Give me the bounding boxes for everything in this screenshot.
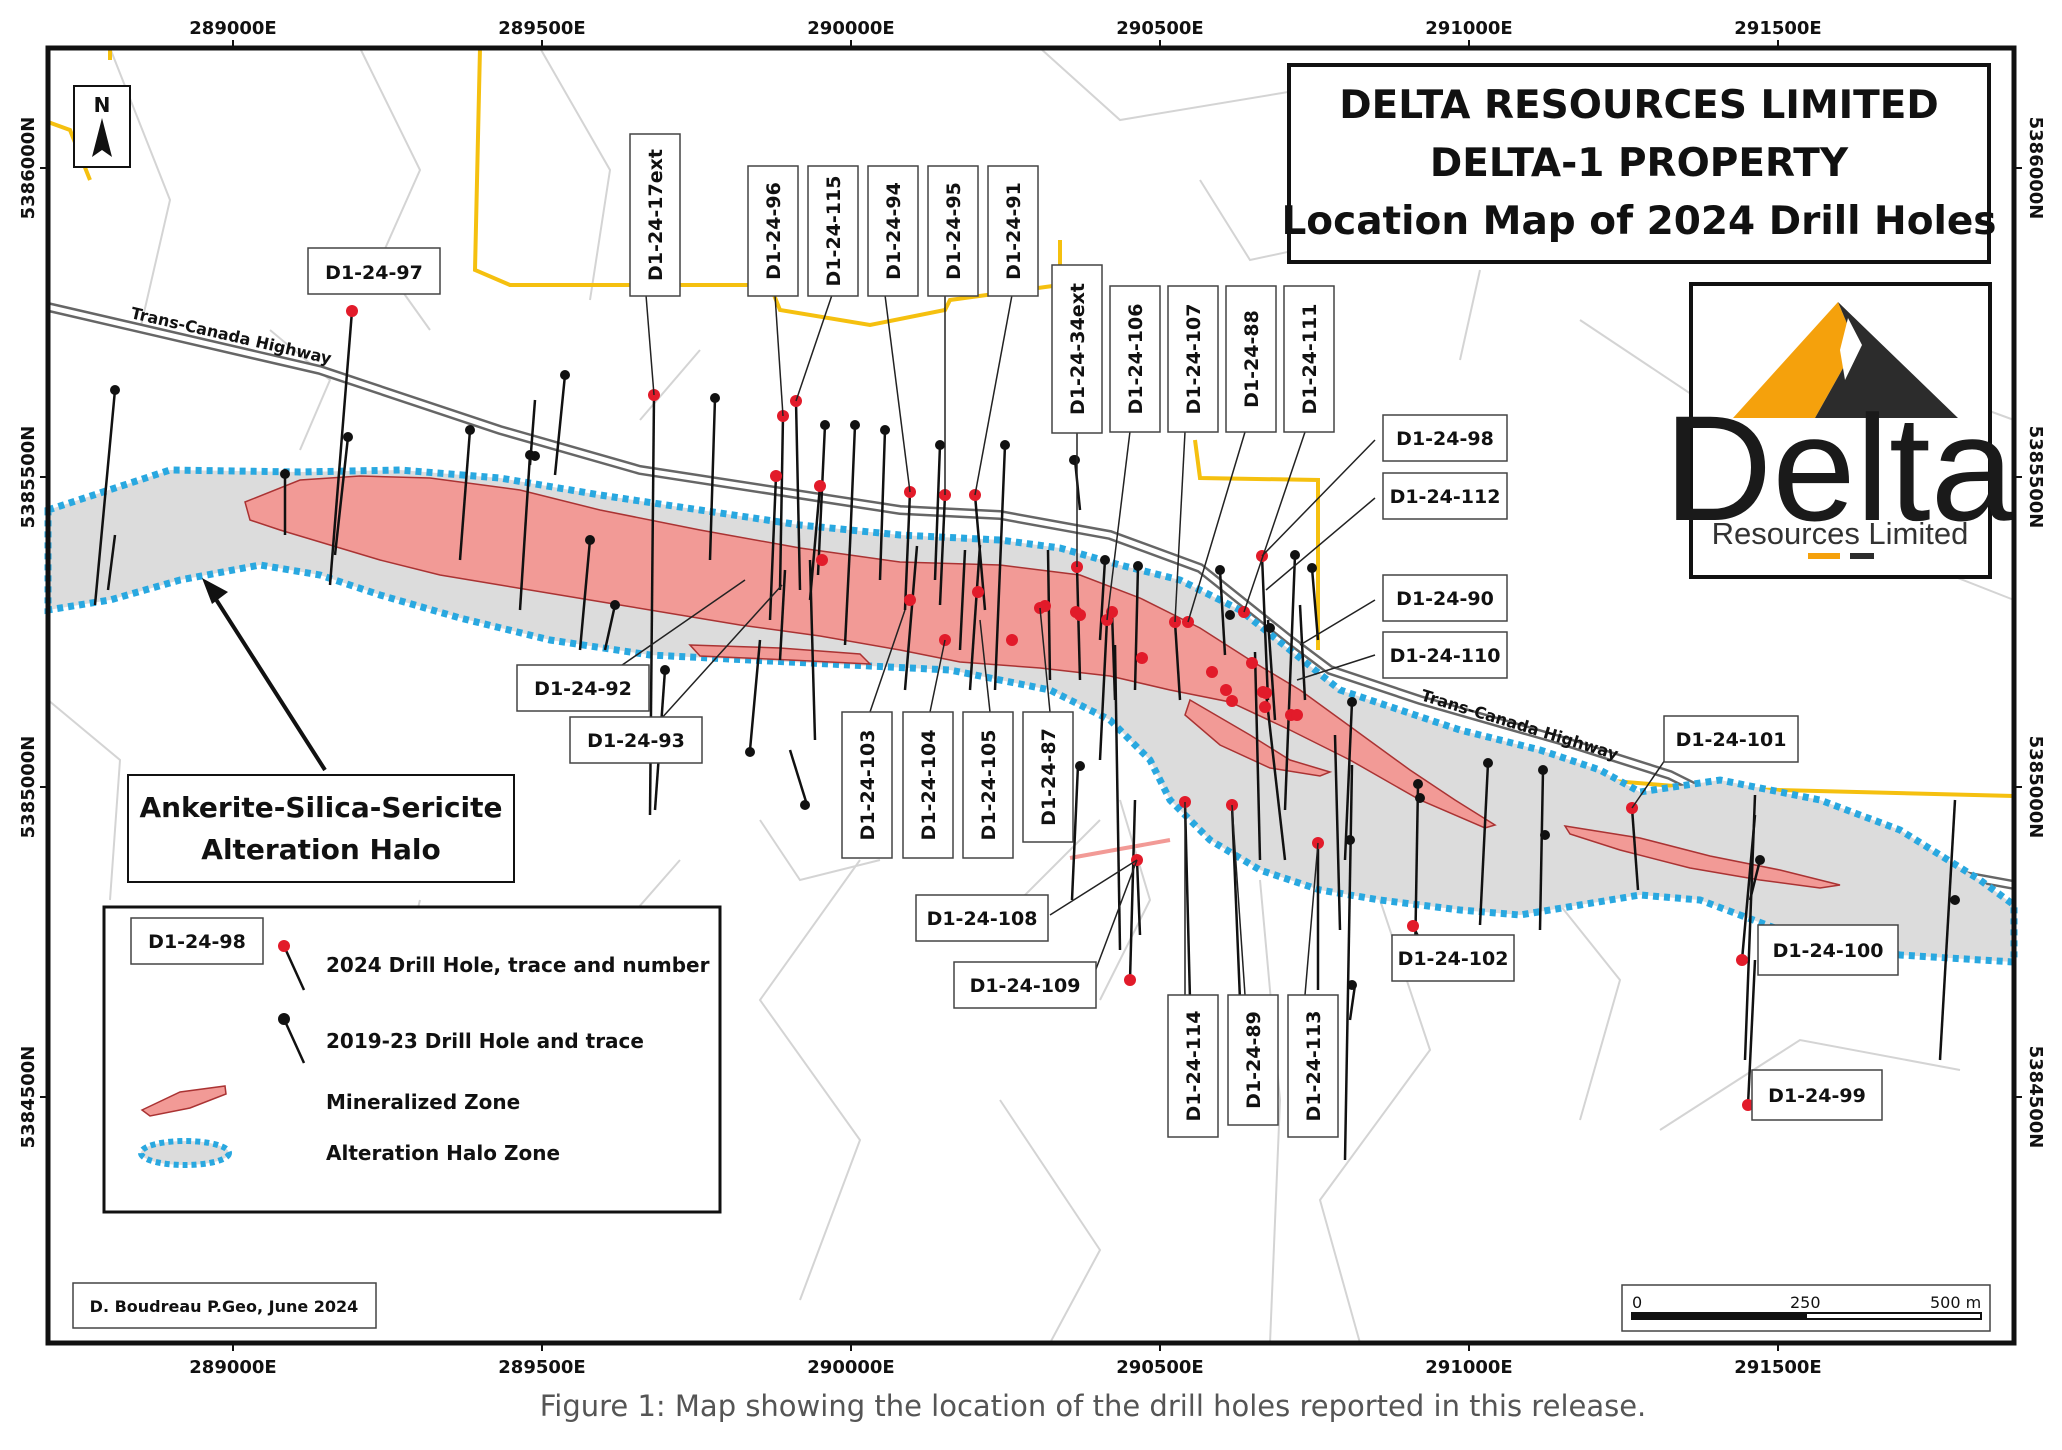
label-d1-24-89: D1-24-89: [1243, 1011, 1265, 1109]
legend-older-collar: [278, 1013, 290, 1025]
legend-2024-collar: [278, 940, 290, 952]
label-d1-24-88: D1-24-88: [1241, 310, 1263, 408]
north-label: N: [94, 93, 111, 117]
figure-caption: Figure 1: Map showing the location of th…: [540, 1389, 1647, 1423]
label-d1-24-100: D1-24-100: [1773, 940, 1884, 962]
label-d1-24-95: D1-24-95: [943, 182, 965, 280]
label-d1-24-104: D1-24-104: [918, 730, 940, 841]
label-d1-24-107: D1-24-107: [1183, 304, 1205, 415]
label-d1-24-115: D1-24-115: [823, 176, 845, 287]
northing-right-5385500: 5385500N: [2025, 426, 2046, 529]
label-d1-24-17ext: D1-24-17ext: [645, 149, 667, 281]
label-d1-24-112: D1-24-112: [1390, 486, 1501, 508]
drill-collars-2024: [346, 305, 1754, 1111]
label-d1-24-113: D1-24-113: [1303, 1011, 1325, 1122]
title-line3: Location Map of 2024 Drill Holes: [1281, 199, 1996, 244]
easting-bottom-290500: 290500E: [1116, 1357, 1203, 1378]
easting-top-290000: 290000E: [807, 18, 894, 39]
axis-ticks: [40, 40, 2022, 1351]
northing-left-5385000: 5385000N: [18, 736, 39, 839]
label-d1-24-98: D1-24-98: [1396, 428, 1494, 450]
logo-subtitle: Resources Limited: [1712, 516, 1969, 551]
label-d1-24-93: D1-24-93: [587, 730, 685, 752]
label-d1-24-96: D1-24-96: [763, 182, 785, 280]
scale-bar-box: [1621, 1284, 1991, 1332]
legend-item-mineral: Mineralized Zone: [326, 1090, 520, 1114]
label-d1-24-87: D1-24-87: [1038, 728, 1060, 826]
legend-sample-label: D1-24-98: [148, 931, 246, 953]
logo-bar-dark: [1850, 553, 1874, 559]
label-d1-24-114: D1-24-114: [1183, 1011, 1205, 1122]
label-d1-24-109: D1-24-109: [970, 975, 1081, 997]
easting-top-291000: 291000E: [1425, 18, 1512, 39]
halo-label-line2: Alteration Halo: [201, 833, 440, 866]
legend-mineral-swatch: [140, 1085, 227, 1117]
drill-traces-2019-23: [93, 374, 1957, 1161]
background-lines: [47, 47, 2015, 1344]
label-d1-24-91: D1-24-91: [1003, 182, 1025, 280]
title-line1: DELTA RESOURCES LIMITED: [1339, 83, 1939, 128]
northing-right-5384500: 5384500N: [2025, 1046, 2046, 1149]
northing-left-5384500: 5384500N: [18, 1046, 39, 1149]
label-d1-24-99: D1-24-99: [1768, 1085, 1866, 1107]
drill-collars-2019-23: [110, 370, 1960, 990]
title-box: [1287, 63, 1991, 264]
easting-top-290500: 290500E: [1116, 18, 1203, 39]
label-d1-24-108: D1-24-108: [927, 908, 1038, 930]
easting-top-289500: 289500E: [498, 18, 585, 39]
northing-right-5385000: 5385000N: [2025, 736, 2046, 839]
label-d1-24-92: D1-24-92: [534, 678, 632, 700]
legend-halo-swatch: [138, 1138, 232, 1168]
label-d1-24-111: D1-24-111: [1299, 304, 1321, 415]
scale-bar-fill: [1632, 1313, 1807, 1319]
label-d1-24-97: D1-24-97: [325, 262, 423, 284]
label-d1-24-34ext: D1-24-34ext: [1067, 283, 1089, 415]
halo-label-line1: Ankerite-Silica-Sericite: [139, 791, 502, 824]
halo-callout-arrow: [208, 588, 327, 772]
easting-bottom-291500: 291500E: [1734, 1357, 1821, 1378]
legend-older-trace: [282, 1018, 306, 1064]
label-d1-24-102: D1-24-102: [1398, 948, 1509, 970]
legend-item-older: 2019-23 Drill Hole and trace: [326, 1029, 644, 1053]
easting-top-291500: 291500E: [1734, 18, 1821, 39]
easting-top-289000: 289000E: [189, 18, 276, 39]
label-boxes: [307, 133, 1899, 1138]
label-leaders: [614, 294, 1666, 996]
title-line2: DELTA-1 PROPERTY: [1430, 141, 1849, 186]
northing-left-5386000: 5386000N: [18, 117, 39, 220]
easting-bottom-291000: 291000E: [1425, 1357, 1512, 1378]
label-d1-24-106: D1-24-106: [1125, 304, 1147, 415]
easting-bottom-290000: 290000E: [807, 1357, 894, 1378]
credit-text: D. Boudreau P.Geo, June 2024: [90, 1297, 359, 1316]
northing-right-5386000: 5386000N: [2025, 117, 2046, 220]
label-d1-24-90: D1-24-90: [1396, 588, 1494, 610]
legend-item-2024: 2024 Drill Hole, trace and number: [326, 953, 710, 977]
scale-tick-250: 250: [1790, 1293, 1821, 1312]
map-frame: [45, 45, 2017, 1346]
legend-item-halo: Alteration Halo Zone: [326, 1141, 560, 1165]
credit-box: [72, 1282, 377, 1329]
north-arrow-icon: [92, 118, 112, 157]
logo-mountain-icon: [1733, 302, 1958, 418]
scale-tick-500: 500 m: [1930, 1293, 1981, 1312]
label-d1-24-110: D1-24-110: [1390, 645, 1501, 667]
halo-callout-arrowhead: [202, 578, 228, 604]
legend-2024-trace: [282, 945, 306, 991]
easting-bottom-289500: 289500E: [498, 1357, 585, 1378]
northing-left-5385500: 5385500N: [18, 426, 39, 529]
label-d1-24-103: D1-24-103: [857, 730, 879, 841]
logo-name: Delta: [1664, 384, 2015, 552]
scale-tick-0: 0: [1632, 1293, 1642, 1312]
easting-bottom-289000: 289000E: [189, 1357, 276, 1378]
halo-label-box: [127, 774, 515, 883]
alteration-halo: [44, 466, 2018, 966]
label-d1-24-94: D1-24-94: [883, 182, 905, 280]
logo-bar-orange: [1808, 553, 1840, 559]
label-d1-24-105: D1-24-105: [978, 730, 1000, 841]
drill-traces-2024: [328, 310, 1757, 1106]
label-d1-24-101: D1-24-101: [1676, 729, 1787, 751]
legend-sample-box: [130, 917, 264, 965]
